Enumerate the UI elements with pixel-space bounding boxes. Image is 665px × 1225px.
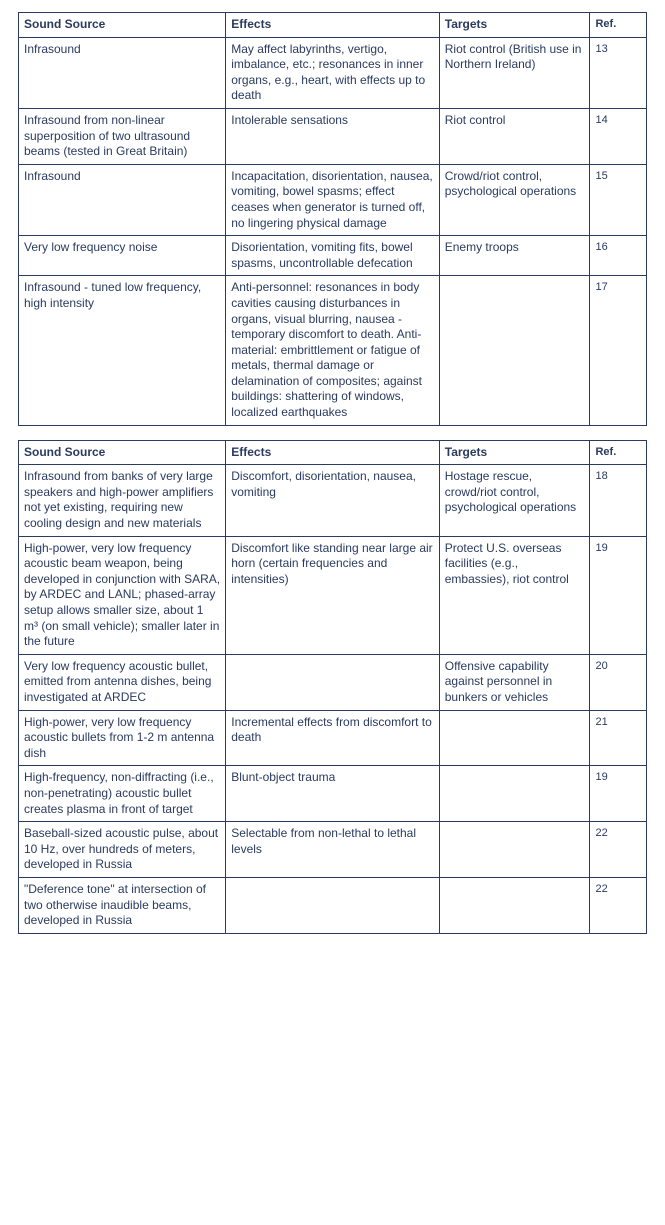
acoustic-weapons-table-1: Sound Source Effects Targets Ref. Infras… bbox=[18, 12, 647, 426]
cell-source: High-power, very low frequency acoustic … bbox=[19, 536, 226, 654]
cell-targets: Crowd/riot control, psychological operat… bbox=[439, 164, 590, 235]
cell-targets: Protect U.S. overseas facilities (e.g., … bbox=[439, 536, 590, 654]
cell-targets bbox=[439, 766, 590, 822]
header-source: Sound Source bbox=[19, 440, 226, 465]
cell-effects bbox=[226, 877, 440, 933]
cell-ref: 17 bbox=[590, 276, 647, 425]
table-row: Very low frequency acoustic bullet, emit… bbox=[19, 654, 647, 710]
cell-effects: Incremental effects from discomfort to d… bbox=[226, 710, 440, 766]
cell-effects bbox=[226, 654, 440, 710]
table-row: Baseball-sized acoustic pulse, about 10 … bbox=[19, 822, 647, 878]
cell-source: Infrasound - tuned low frequency, high i… bbox=[19, 276, 226, 425]
cell-targets bbox=[439, 822, 590, 878]
header-ref: Ref. bbox=[590, 440, 647, 465]
cell-targets: Riot control (British use in Northern Ir… bbox=[439, 37, 590, 108]
table-row: High-power, very low frequency acoustic … bbox=[19, 536, 647, 654]
header-effects: Effects bbox=[226, 440, 440, 465]
cell-effects: Anti-personnel: resonances in body cavit… bbox=[226, 276, 440, 425]
header-ref: Ref. bbox=[590, 13, 647, 38]
cell-source: Infrasound from non-linear superposition… bbox=[19, 108, 226, 164]
table-row: Infrasound May affect labyrinths, vertig… bbox=[19, 37, 647, 108]
cell-ref: 22 bbox=[590, 877, 647, 933]
table-row: Infrasound Incapacitation, disorientatio… bbox=[19, 164, 647, 235]
cell-source: Infrasound bbox=[19, 164, 226, 235]
acoustic-weapons-table-2: Sound Source Effects Targets Ref. Infras… bbox=[18, 440, 647, 934]
header-targets: Targets bbox=[439, 440, 590, 465]
table-row: Infrasound from banks of very large spea… bbox=[19, 465, 647, 536]
cell-source: Infrasound bbox=[19, 37, 226, 108]
cell-targets: Offensive capability against personnel i… bbox=[439, 654, 590, 710]
cell-effects: Discomfort like standing near large air … bbox=[226, 536, 440, 654]
cell-ref: 21 bbox=[590, 710, 647, 766]
table-row: High-frequency, non-diffracting (i.e., n… bbox=[19, 766, 647, 822]
cell-targets: Enemy troops bbox=[439, 236, 590, 276]
cell-ref: 13 bbox=[590, 37, 647, 108]
table-header-row: Sound Source Effects Targets Ref. bbox=[19, 440, 647, 465]
cell-ref: 16 bbox=[590, 236, 647, 276]
cell-ref: 20 bbox=[590, 654, 647, 710]
cell-source: Very low frequency noise bbox=[19, 236, 226, 276]
cell-effects: Intolerable sensations bbox=[226, 108, 440, 164]
cell-source: Infrasound from banks of very large spea… bbox=[19, 465, 226, 536]
cell-targets: Riot control bbox=[439, 108, 590, 164]
cell-effects: Selectable from non-lethal to lethal lev… bbox=[226, 822, 440, 878]
cell-source: High-frequency, non-diffracting (i.e., n… bbox=[19, 766, 226, 822]
table-row: High-power, very low frequency acoustic … bbox=[19, 710, 647, 766]
cell-effects: May affect labyrinths, vertigo, imbalanc… bbox=[226, 37, 440, 108]
table-row: Infrasound - tuned low frequency, high i… bbox=[19, 276, 647, 425]
cell-effects: Disorientation, vomiting fits, bowel spa… bbox=[226, 236, 440, 276]
cell-effects: Discomfort, disorientation, nausea, vomi… bbox=[226, 465, 440, 536]
table-row: "Deference tone" at intersection of two … bbox=[19, 877, 647, 933]
cell-ref: 15 bbox=[590, 164, 647, 235]
cell-source: Very low frequency acoustic bullet, emit… bbox=[19, 654, 226, 710]
table-row: Very low frequency noise Disorientation,… bbox=[19, 236, 647, 276]
cell-ref: 19 bbox=[590, 536, 647, 654]
cell-ref: 22 bbox=[590, 822, 647, 878]
cell-ref: 14 bbox=[590, 108, 647, 164]
cell-targets bbox=[439, 276, 590, 425]
table-header-row: Sound Source Effects Targets Ref. bbox=[19, 13, 647, 38]
cell-effects: Incapacitation, disorientation, nausea, … bbox=[226, 164, 440, 235]
table-row: Infrasound from non-linear superposition… bbox=[19, 108, 647, 164]
cell-source: "Deference tone" at intersection of two … bbox=[19, 877, 226, 933]
header-effects: Effects bbox=[226, 13, 440, 38]
cell-targets: Hostage rescue, crowd/riot control, psyc… bbox=[439, 465, 590, 536]
cell-targets bbox=[439, 877, 590, 933]
header-targets: Targets bbox=[439, 13, 590, 38]
header-source: Sound Source bbox=[19, 13, 226, 38]
cell-source: Baseball-sized acoustic pulse, about 10 … bbox=[19, 822, 226, 878]
cell-effects: Blunt-object trauma bbox=[226, 766, 440, 822]
cell-ref: 19 bbox=[590, 766, 647, 822]
cell-source: High-power, very low frequency acoustic … bbox=[19, 710, 226, 766]
cell-ref: 18 bbox=[590, 465, 647, 536]
cell-targets bbox=[439, 710, 590, 766]
